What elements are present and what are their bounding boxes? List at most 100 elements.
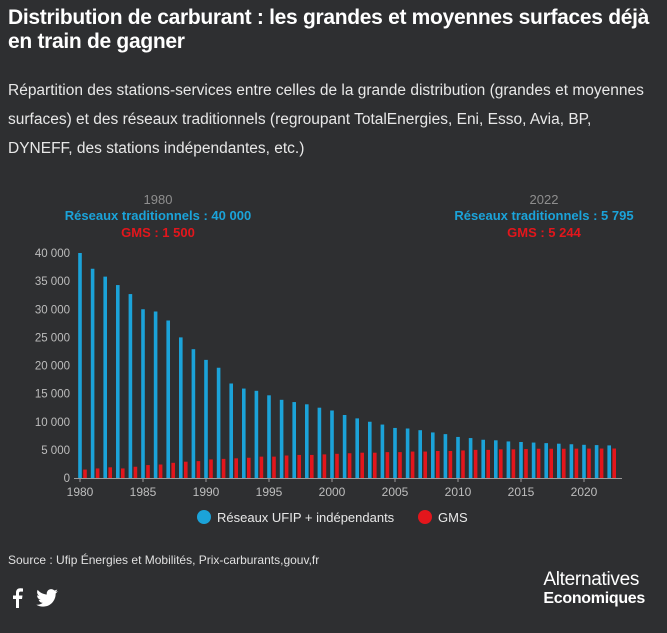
x-tick-label: 2000 — [319, 485, 346, 499]
bar-gms — [423, 451, 427, 478]
page-title: Distribution de carburant : les grandes … — [8, 6, 650, 53]
bar-gms — [259, 456, 264, 479]
bar-gms — [360, 452, 364, 478]
bar-gms — [310, 454, 314, 478]
bar-gms — [108, 467, 112, 478]
annotation-gms: GMS : 5 244 — [507, 225, 581, 240]
annotation-traditional: Réseaux traditionnels : 5 795 — [454, 208, 633, 223]
bar-gms — [272, 456, 276, 479]
legend-swatch-gms — [418, 510, 432, 524]
bar-traditional — [342, 415, 347, 478]
bar-traditional — [191, 349, 196, 478]
annotation-traditional: Réseaux traditionnels : 40 000 — [65, 208, 251, 223]
bar-traditional — [267, 395, 271, 478]
bar-gms — [612, 448, 616, 478]
bar-traditional — [279, 399, 284, 478]
brand-line-2: Economiques — [543, 590, 645, 607]
bar-gms — [398, 452, 402, 479]
bar-traditional — [582, 444, 586, 478]
bar-traditional — [607, 445, 611, 478]
bar-traditional — [216, 367, 221, 478]
bar-traditional — [103, 276, 107, 479]
bar-gms — [158, 464, 163, 478]
bar-traditional — [128, 294, 133, 478]
bar-gms — [95, 468, 100, 478]
bar-traditional — [481, 439, 485, 478]
bar-traditional — [229, 383, 233, 478]
y-tick-label: 5 000 — [41, 445, 70, 457]
legend-swatch-traditional — [197, 510, 211, 524]
bar-gms — [511, 449, 516, 478]
bar-traditional — [557, 443, 561, 478]
bar-traditional — [368, 421, 372, 478]
twitter-icon[interactable] — [36, 589, 59, 607]
bar-gms — [574, 448, 579, 478]
bar-traditional — [254, 390, 259, 478]
bar-gms — [410, 451, 415, 478]
legend-label-traditional: Réseaux UFIP + indépendants — [217, 510, 395, 525]
bar-traditional — [519, 442, 523, 478]
bar-gms — [347, 453, 352, 478]
bar-gms — [322, 454, 327, 479]
bar-gms — [133, 466, 138, 478]
bar-gms — [461, 450, 465, 478]
bar-gms — [209, 459, 213, 478]
bar-gms — [297, 454, 301, 478]
bar-gms — [536, 448, 541, 478]
bar-gms — [335, 453, 339, 478]
bar-gms — [284, 455, 289, 478]
brand-line-1: Alternatives — [543, 569, 640, 590]
bar-gms — [524, 449, 528, 478]
y-tick-label: 10 000 — [35, 417, 70, 429]
bar-traditional — [506, 441, 511, 478]
bar-traditional — [544, 443, 548, 479]
bar-traditional — [431, 432, 435, 478]
bar-gms — [146, 465, 150, 478]
y-tick-label: 35 000 — [35, 276, 70, 288]
y-tick-label: 25 000 — [35, 332, 70, 344]
bar-gms — [486, 449, 490, 479]
source-note: Source : Ufip Énergies et Mobilités, Pri… — [8, 553, 320, 567]
brand-logo: Alternatives Economiques — [543, 570, 645, 608]
bar-gms — [436, 451, 440, 478]
bar-gms — [184, 461, 188, 478]
annotation-year: 1980 — [144, 192, 173, 207]
y-tick-label: 40 000 — [35, 248, 70, 260]
bar-gms — [373, 452, 377, 478]
bar-gms — [549, 448, 553, 478]
bar-traditional — [569, 444, 574, 478]
bar-gms — [234, 458, 238, 478]
bar-traditional — [317, 407, 322, 478]
x-tick-label: 1980 — [67, 485, 94, 499]
x-tick-label: 2015 — [508, 485, 535, 499]
bar-traditional — [393, 427, 397, 478]
bar-gms — [473, 449, 478, 479]
bar-traditional — [380, 424, 385, 478]
x-tick-label: 1985 — [130, 485, 157, 499]
bar-traditional — [456, 436, 460, 478]
bar-traditional — [418, 430, 422, 478]
y-tick-label: 20 000 — [35, 361, 70, 373]
bar-traditional — [116, 285, 120, 478]
bar-gms — [171, 462, 175, 478]
bar-gms — [599, 448, 604, 478]
bar-gms — [448, 451, 453, 478]
page-subtitle: Répartition des stations-services entre … — [8, 82, 644, 157]
bar-chart: 0 5 000 10 000 15 000 20 000 25 000 30 000 35 0… — [35, 192, 634, 525]
bar-gms — [562, 448, 566, 478]
bar-traditional — [292, 402, 296, 478]
facebook-icon[interactable] — [10, 588, 24, 608]
x-tick-label: 2005 — [382, 485, 409, 499]
bar-traditional — [531, 442, 536, 478]
x-tick-label: 1990 — [193, 485, 220, 499]
annotation-gms: GMS : 1 500 — [121, 225, 195, 240]
bar-traditional — [494, 440, 498, 478]
bar-gms — [121, 468, 125, 478]
bar-traditional — [179, 337, 183, 479]
bar-gms — [247, 457, 251, 478]
bar-gms — [196, 461, 201, 479]
bar-traditional — [78, 253, 82, 478]
bar-traditional — [305, 404, 309, 478]
y-tick-label: 0 — [64, 473, 70, 485]
bar-traditional — [166, 320, 170, 478]
